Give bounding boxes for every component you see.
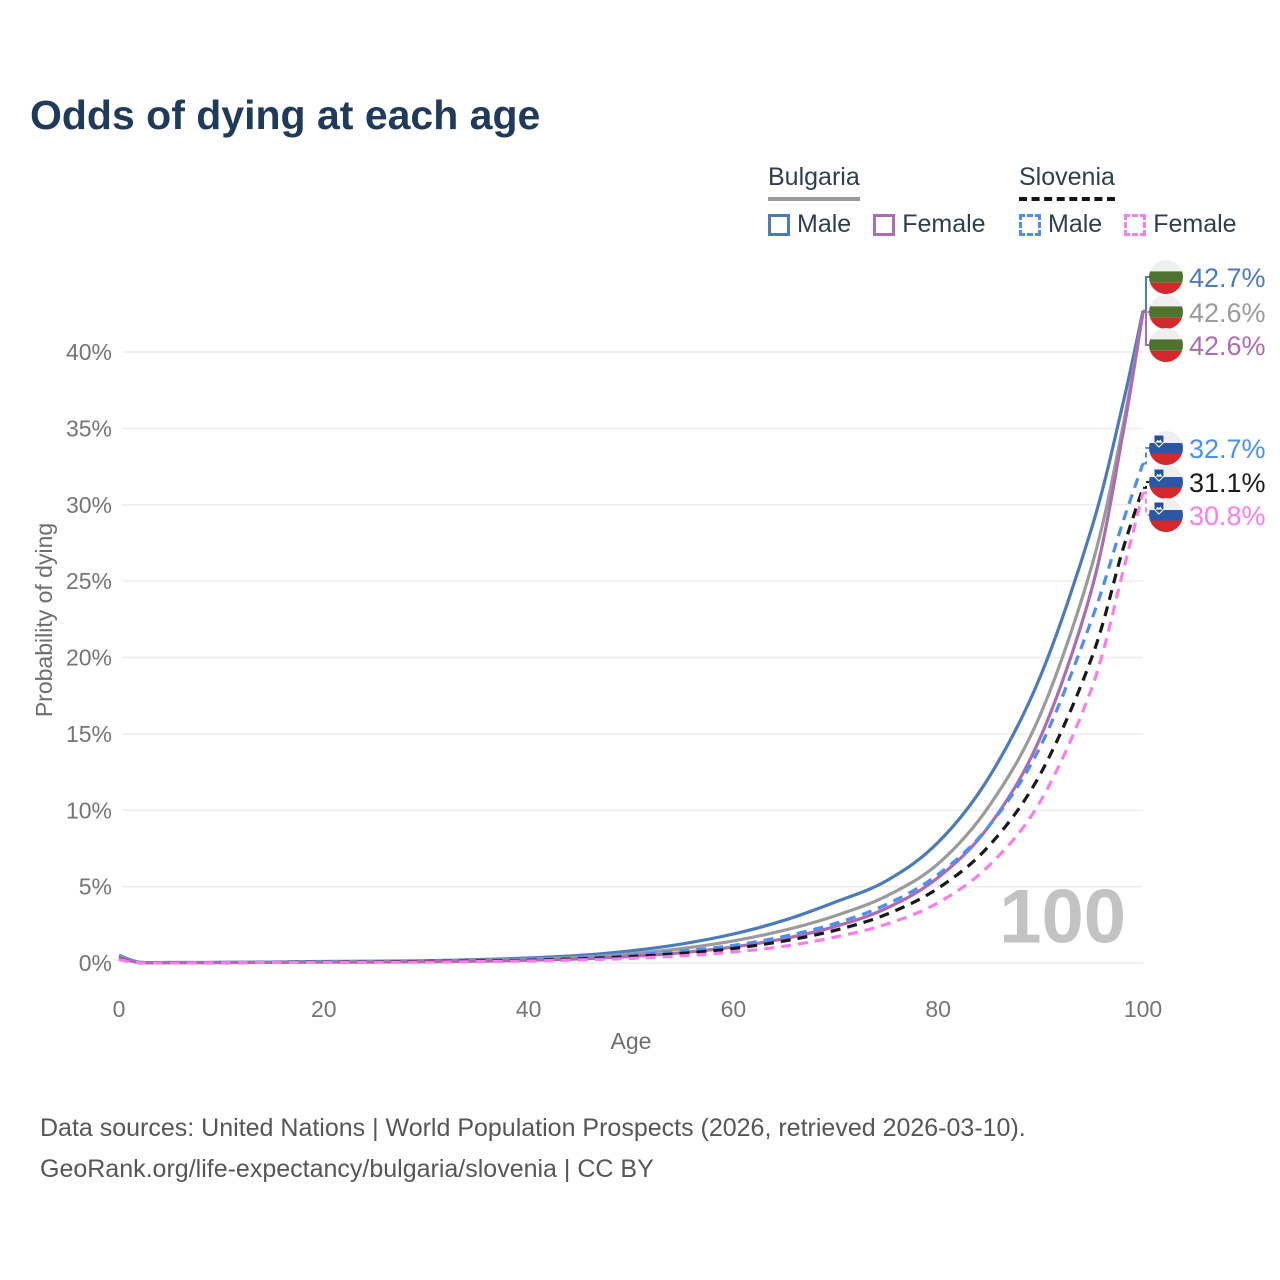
x-tick-0: 0 <box>113 996 126 1022</box>
slovenia-flag-icon <box>1149 465 1183 499</box>
data-source-note: Data sources: United Nations | World Pop… <box>40 1108 1026 1189</box>
slovenia-flag-icon <box>1149 431 1183 465</box>
slovenia-flag-icon <box>1149 498 1183 532</box>
legend-item-label: Female <box>1153 210 1237 238</box>
slovenia-coat-of-arms <box>1153 468 1165 482</box>
data-source-line2: GeoRank.org/life-expectancy/bulgaria/slo… <box>40 1154 654 1183</box>
line-swatch-bulgaria-female <box>873 213 896 236</box>
data-source-line1: Data sources: United Nations | World Pop… <box>40 1114 1026 1142</box>
x-tick-60: 60 <box>721 996 747 1022</box>
x-tick-40: 40 <box>516 996 542 1022</box>
legend-country-slovenia[interactable]: Slovenia <box>1019 163 1115 201</box>
end-label-connector <box>1143 311 1149 346</box>
slovenia-coat-of-arms <box>1153 434 1165 448</box>
y-axis-title: Probability of dying <box>31 523 57 717</box>
y-tick-15: 15% <box>66 721 112 747</box>
slovenia-coat-of-arms <box>1153 501 1165 515</box>
legend-item-label: Male <box>797 210 852 238</box>
legend-item-label: Female <box>902 210 986 238</box>
end-label-value-slovenia: 31.1% <box>1189 468 1266 498</box>
end-label-value-bulgaria: 42.6% <box>1189 298 1266 328</box>
y-tick-20: 20% <box>66 645 112 671</box>
y-tick-0: 0% <box>79 950 112 976</box>
y-tick-25: 25% <box>66 568 112 594</box>
end-label-connector <box>1143 481 1149 489</box>
line-swatch-slovenia-female <box>1124 213 1147 236</box>
legend-item-bulgaria-male[interactable]: Male <box>768 210 851 239</box>
end-label-connector <box>1143 491 1149 516</box>
x-axis-title: Age <box>611 1028 652 1054</box>
end-label-layer: 42.7% 42.6%42.6% 32.7% 31.1%30.8% <box>1143 260 1266 532</box>
legend-group-slovenia: Slovenia Male Female <box>1019 163 1237 239</box>
y-tick-35: 35% <box>66 415 112 441</box>
series-line-slovenia[interactable] <box>118 487 1145 965</box>
legend-country-bulgaria[interactable]: Bulgaria <box>768 163 860 201</box>
bulgaria-flag-icon <box>1149 260 1183 294</box>
x-tick-100: 100 <box>1124 996 1162 1022</box>
bulgaria-flag-icon <box>1149 328 1183 362</box>
series-line-slovenia-female[interactable] <box>118 492 1145 965</box>
y-tick-5: 5% <box>79 874 112 900</box>
x-tick-20: 20 <box>311 996 337 1022</box>
grid-layer: 0% 5% 10% 15% 20% 25% 30% 35% 40% 0 20 40 60 80 100 <box>66 339 1162 1022</box>
y-tick-10: 10% <box>66 797 112 823</box>
end-label-value-bulgaria-male: 42.7% <box>1189 263 1266 293</box>
end-label-value-slovenia-male: 32.7% <box>1189 434 1266 464</box>
legend-item-slovenia-female[interactable]: Female <box>1124 210 1237 239</box>
legend-group-bulgaria: Bulgaria Male Female <box>768 163 986 239</box>
series-layer <box>118 310 1145 965</box>
end-label-value-slovenia-female: 30.8% <box>1189 501 1266 531</box>
line-swatch-bulgaria-male <box>768 213 790 236</box>
end-label-connector <box>1143 276 1149 312</box>
y-tick-40: 40% <box>66 339 112 365</box>
bulgaria-flag-icon <box>1149 295 1183 329</box>
line-swatch-slovenia-male <box>1019 213 1041 236</box>
y-tick-30: 30% <box>66 492 112 518</box>
x-tick-80: 80 <box>925 996 951 1022</box>
page-title: Odds of dying at each age <box>30 92 541 138</box>
chart-watermark: 100 <box>999 875 1126 960</box>
legend-item-slovenia-male[interactable]: Male <box>1019 210 1102 239</box>
end-label-connector <box>1143 447 1149 465</box>
legend-item-label: Male <box>1048 210 1103 238</box>
end-label-value-bulgaria-female: 42.6% <box>1189 331 1266 361</box>
legend-item-bulgaria-female[interactable]: Female <box>873 210 986 239</box>
series-line-slovenia-male[interactable] <box>118 462 1145 965</box>
